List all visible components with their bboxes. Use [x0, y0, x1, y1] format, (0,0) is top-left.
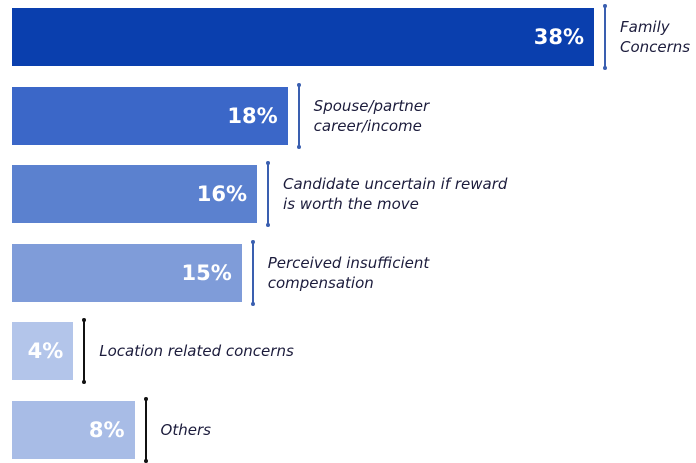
category-label: Family Concerns: [620, 18, 691, 56]
bar: [12, 400, 135, 459]
category-label: Location related concerns: [99, 342, 294, 360]
category-label: Perceived insufficient compensation: [267, 253, 430, 292]
bar: [12, 243, 242, 302]
value-label: 4%: [27, 339, 64, 363]
value-label: 38%: [533, 25, 584, 49]
value-label: 15%: [181, 260, 232, 285]
divider: [266, 161, 271, 227]
divider: [603, 4, 607, 70]
category-label: Others: [160, 420, 211, 439]
bar: [12, 165, 258, 223]
bar: [12, 86, 288, 145]
divider: [82, 318, 87, 384]
value-label: 8%: [88, 417, 125, 442]
value-label: 18%: [227, 103, 278, 128]
page: 38% Family Concerns 18% Spouse/partner care…: [12, 4, 691, 463]
category-label: Spouse/partner career/income: [313, 96, 430, 135]
divider: [143, 396, 148, 463]
divider: [250, 239, 255, 306]
bar: [12, 322, 74, 380]
category-label: Candidate uncertain if reward is worth t…: [283, 175, 508, 213]
value-label: 16%: [196, 182, 248, 206]
bar: [12, 8, 594, 66]
divider: [296, 82, 301, 149]
